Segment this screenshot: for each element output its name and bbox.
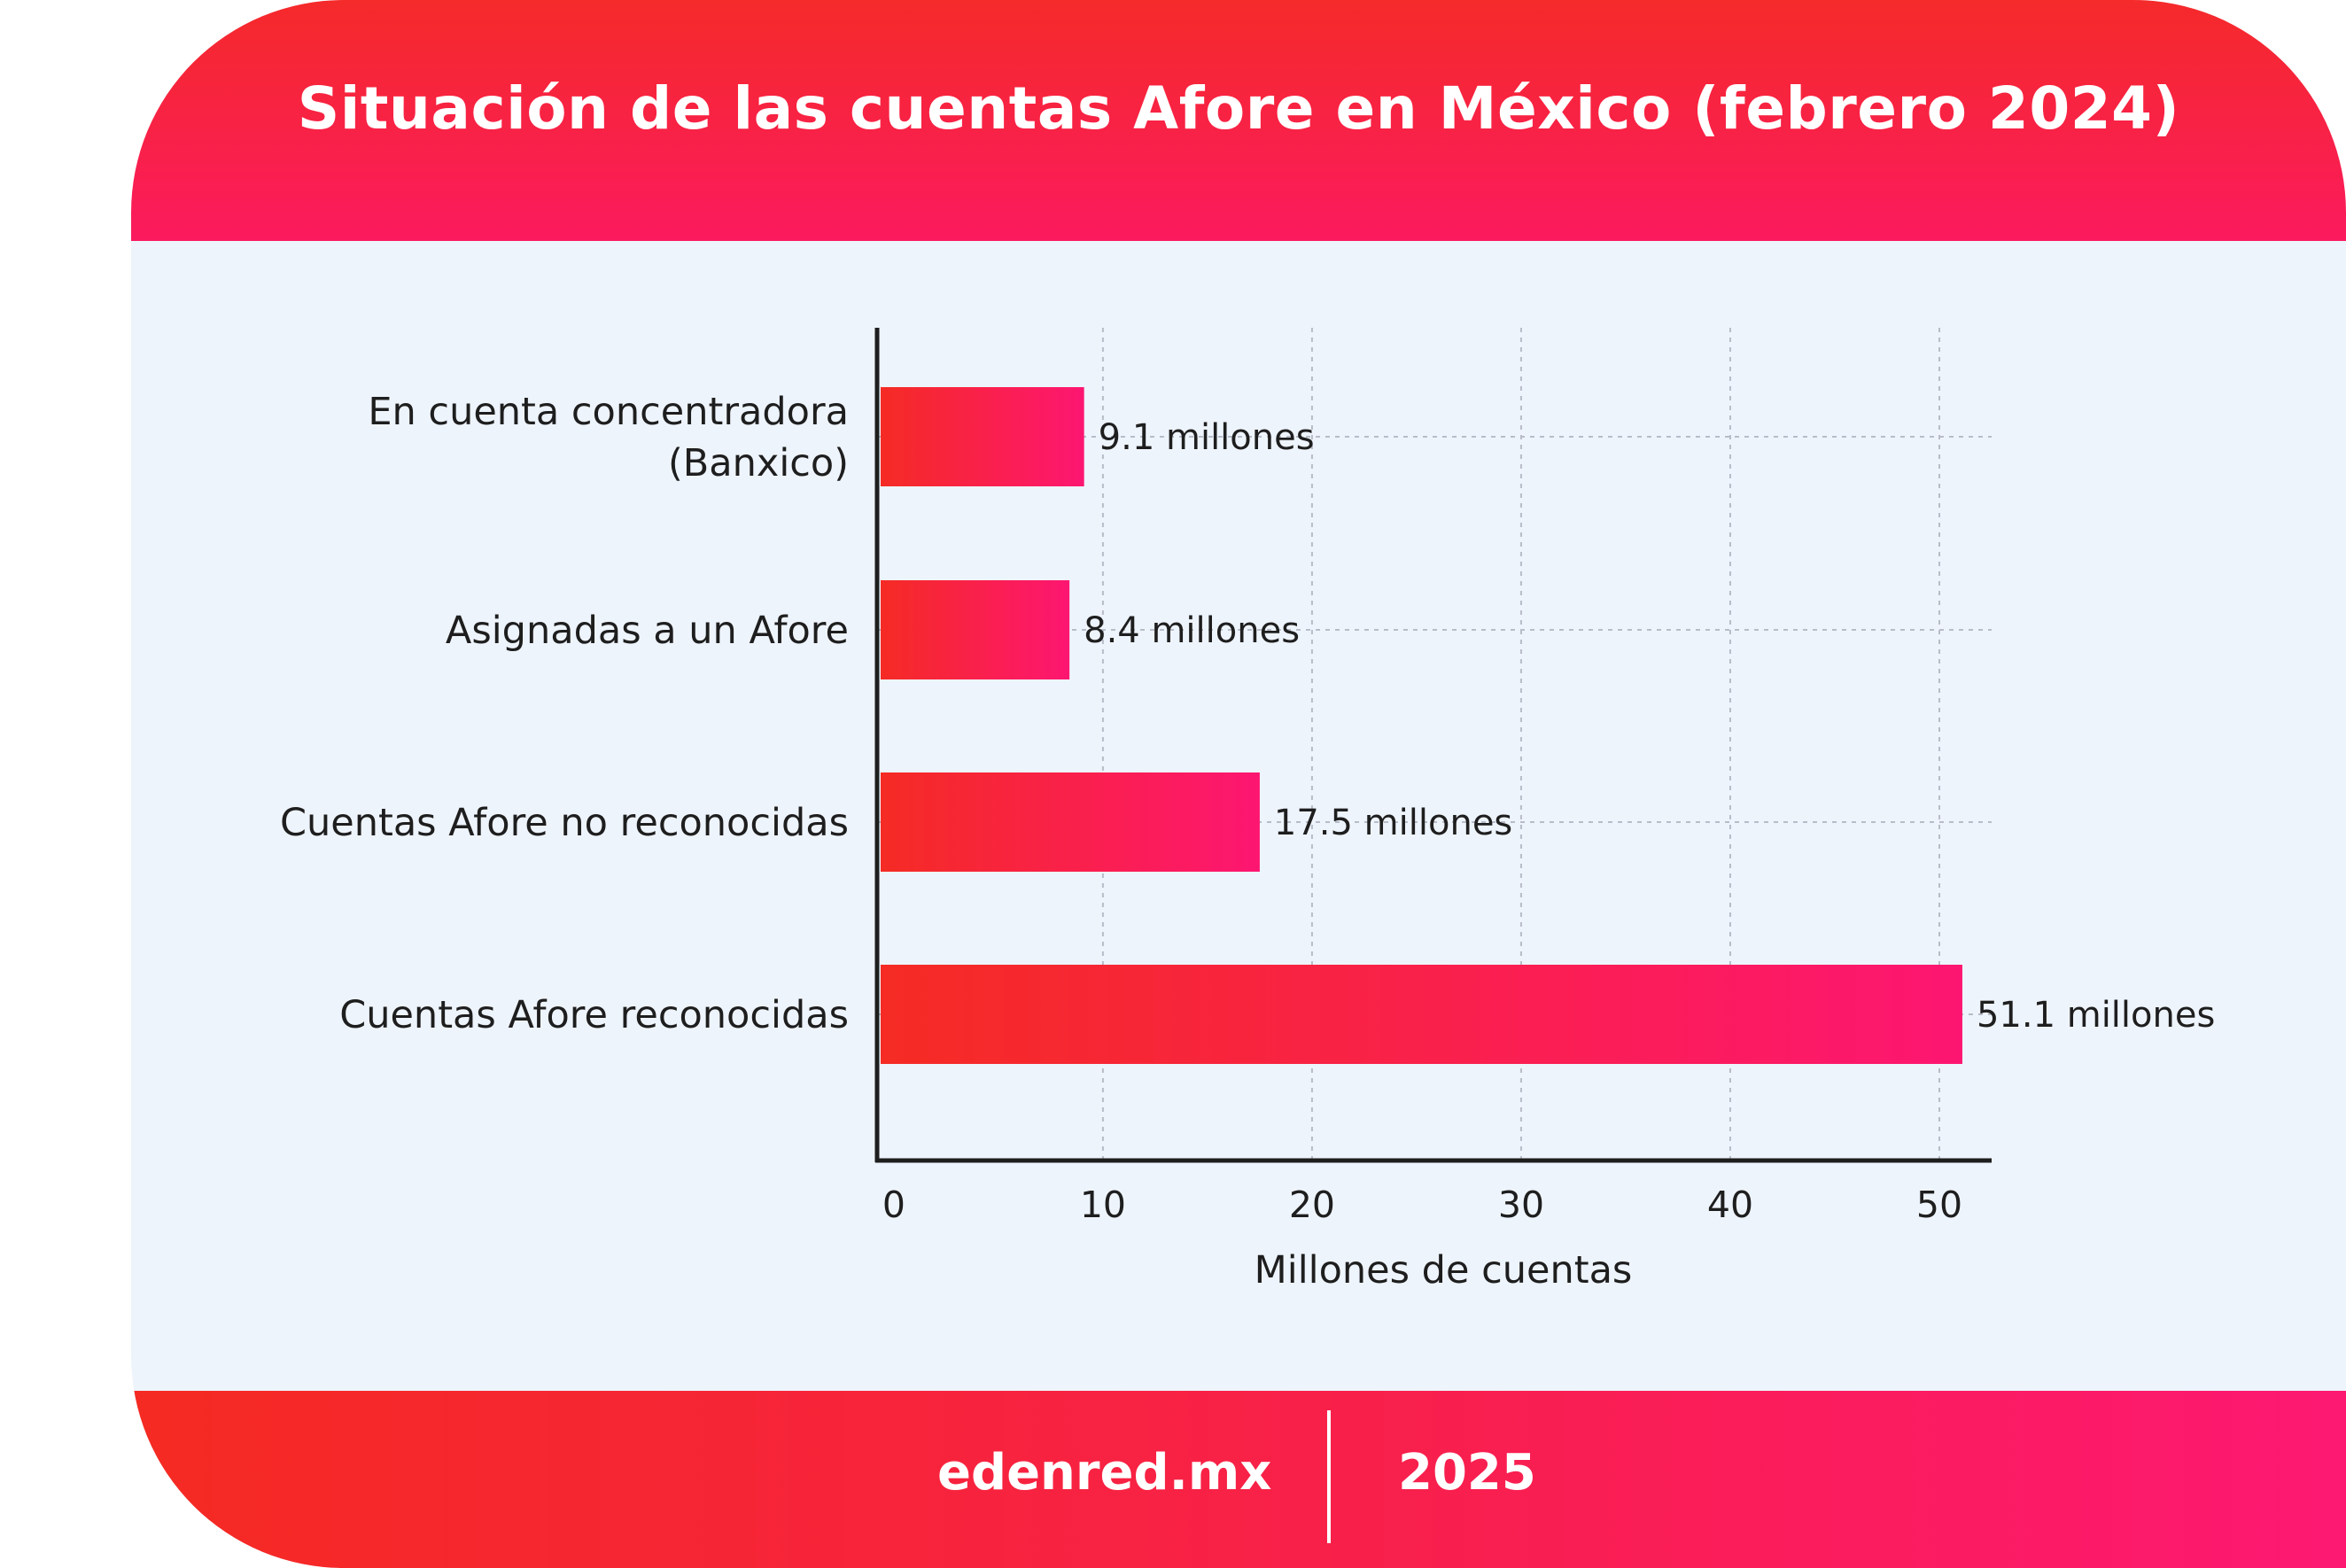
category-label: En cuenta concentradora	[368, 390, 849, 434]
bar-value-label: 17.5 millones	[1274, 803, 1512, 843]
chart-title: Situación de las cuentas Afore en México…	[297, 74, 2180, 143]
category-label: (Banxico)	[668, 441, 849, 485]
bar-value-label: 51.1 millones	[1977, 995, 2215, 1036]
bar-value-label: 9.1 millones	[1099, 417, 1315, 458]
bar	[881, 387, 1084, 486]
bar	[881, 580, 1070, 679]
bar-value-label: 8.4 millones	[1084, 610, 1300, 651]
footer-year: 2025	[1398, 1444, 1536, 1502]
bar	[881, 965, 1962, 1064]
footer-divider	[1327, 1410, 1331, 1543]
category-label: Asignadas a un Afore	[446, 609, 849, 653]
x-tick-label: 40	[1707, 1184, 1753, 1226]
x-tick-label: 20	[1289, 1184, 1335, 1226]
footer-site: edenred.mx	[937, 1444, 1272, 1502]
x-tick-label: 50	[1916, 1184, 1962, 1226]
bar	[881, 772, 1260, 872]
x-axis-title: Millones de cuentas	[1255, 1248, 1633, 1292]
header-banner: Situación de las cuentas Afore en México…	[131, 0, 2346, 241]
infographic-card: Situación de las cuentas Afore en México…	[131, 0, 2346, 1568]
x-tick-label: 10	[1080, 1184, 1126, 1226]
x-tick-label: 0	[882, 1184, 905, 1226]
category-label: Cuentas Afore reconocidas	[339, 993, 849, 1037]
x-tick-label: 30	[1498, 1184, 1544, 1226]
category-label: Cuentas Afore no reconocidas	[280, 801, 849, 845]
footer-banner: edenred.mx 2025	[131, 1391, 2346, 1568]
